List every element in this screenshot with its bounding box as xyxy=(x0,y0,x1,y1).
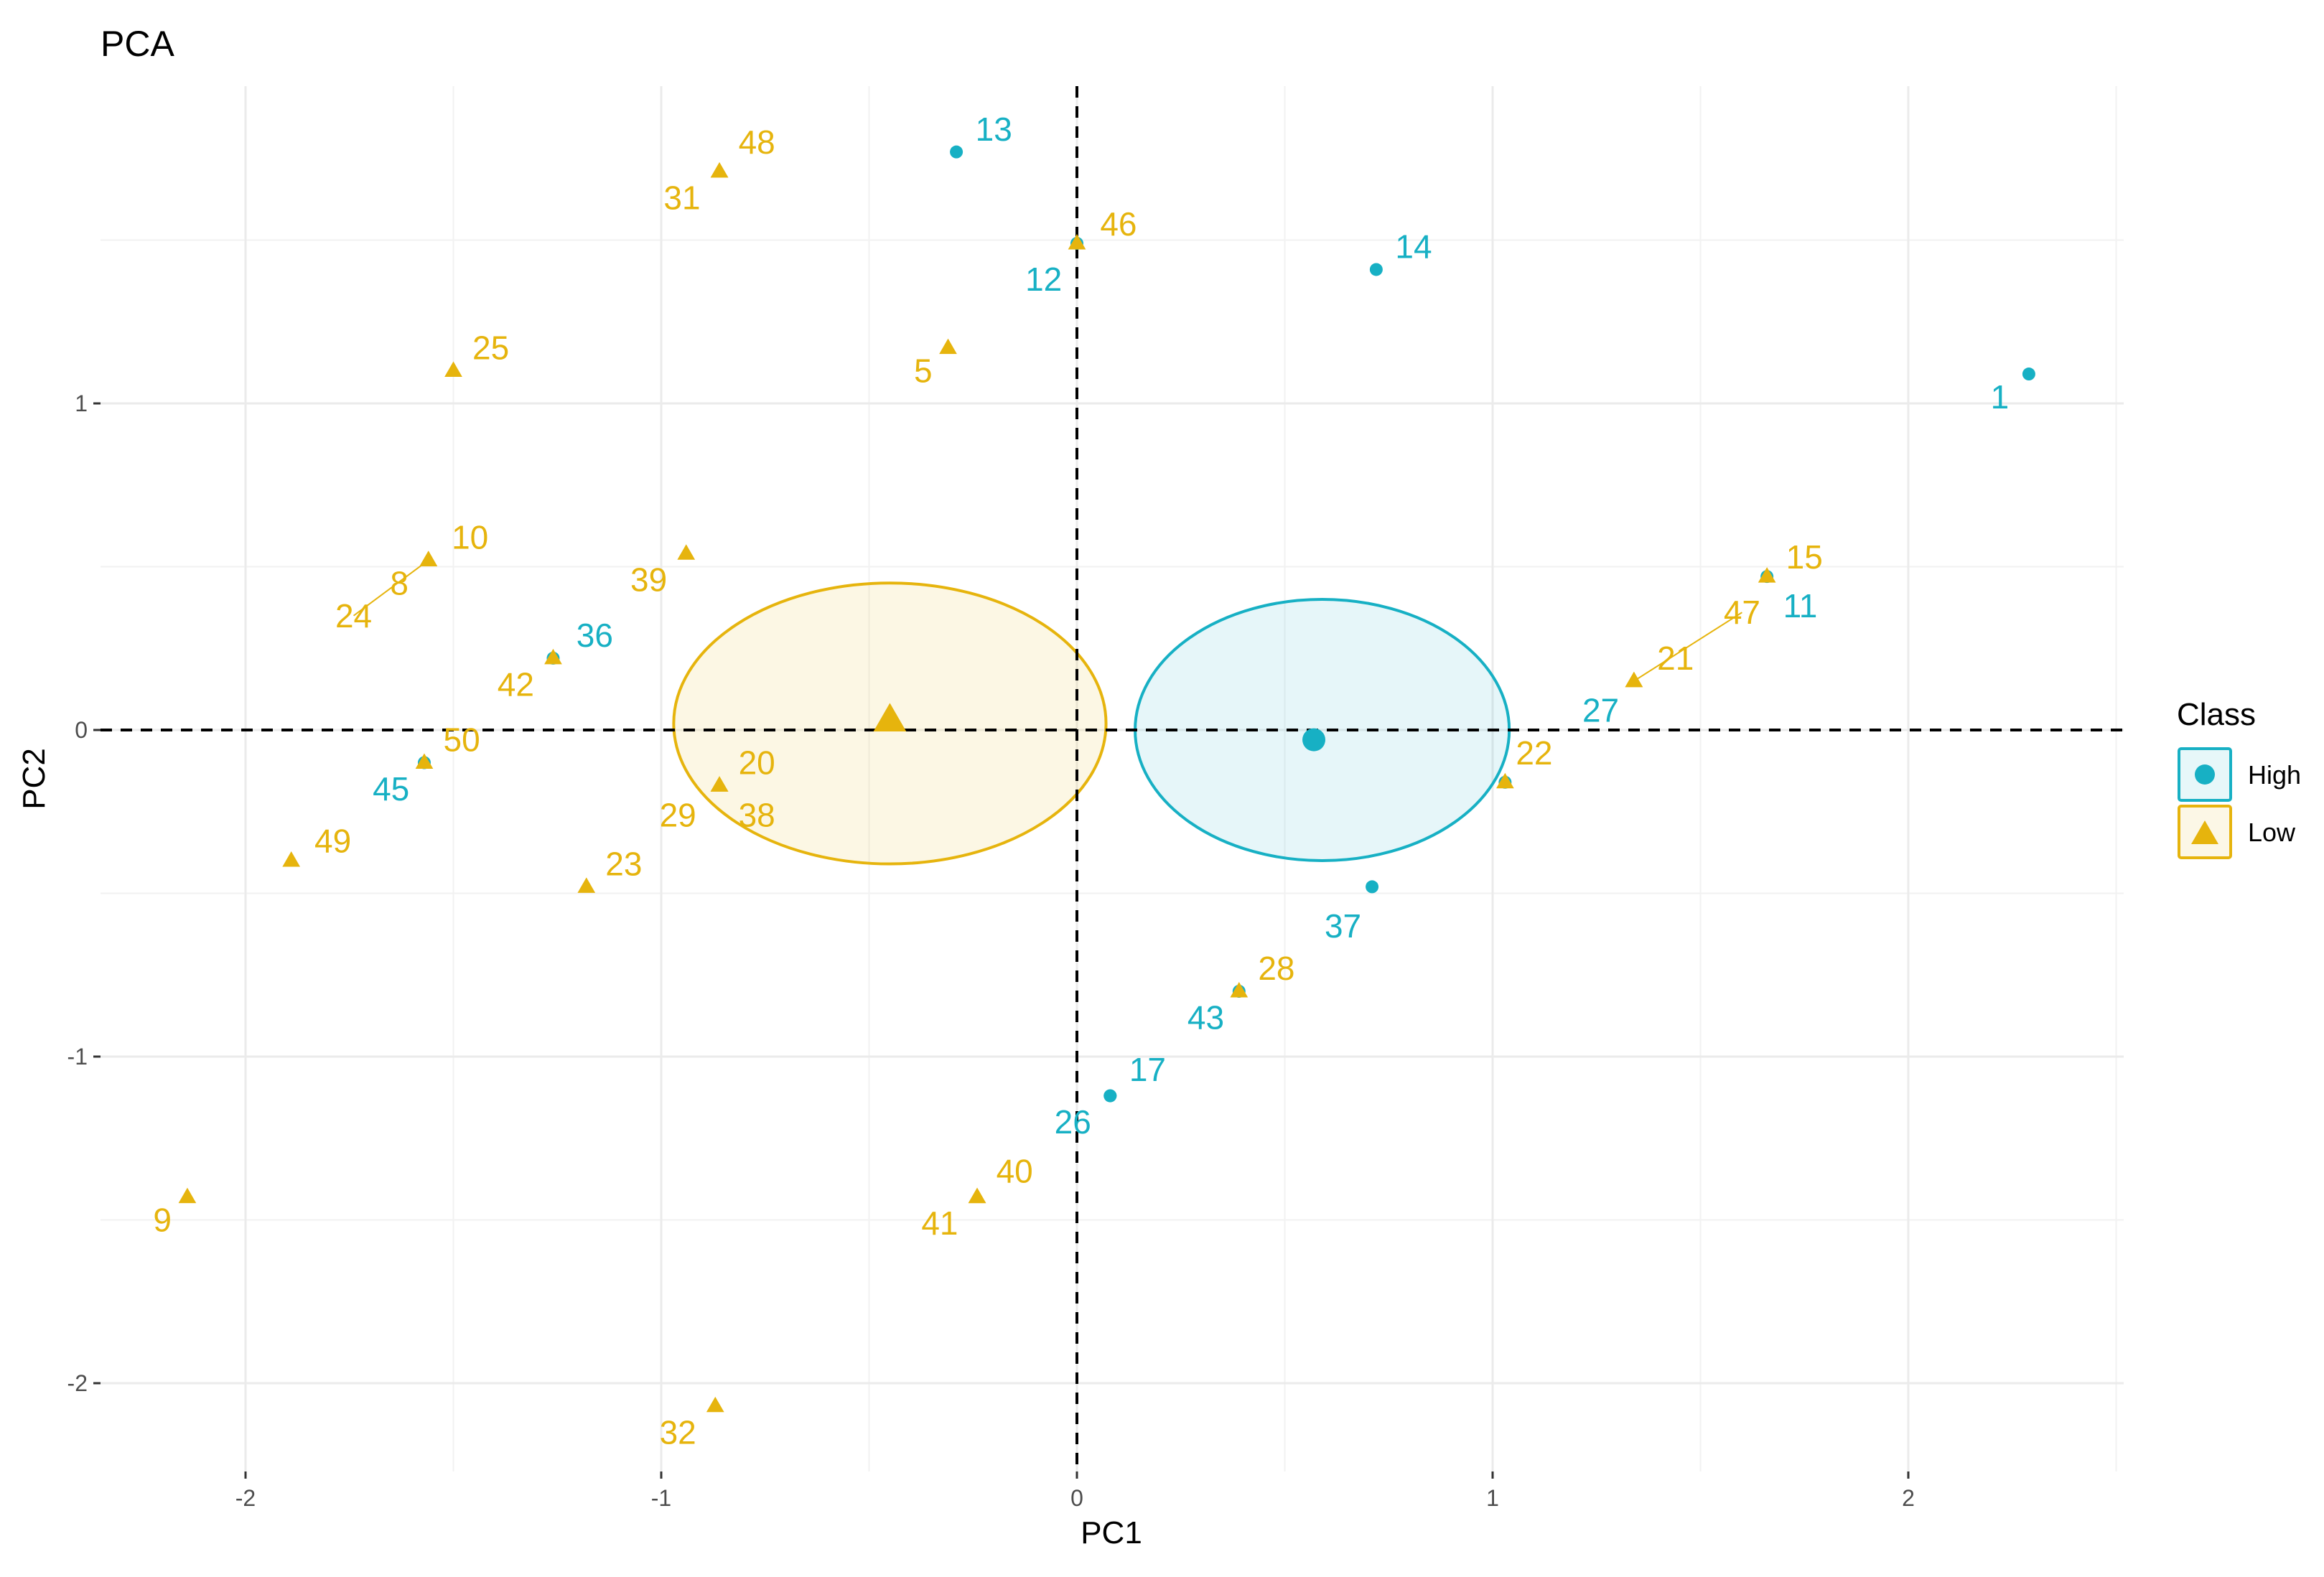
point-32 xyxy=(706,1396,724,1413)
point-31 xyxy=(710,162,729,178)
point-5 xyxy=(939,338,957,355)
point-14 xyxy=(1369,263,1383,276)
legend: Class High Low xyxy=(2177,697,2301,859)
point-28 xyxy=(1230,982,1249,998)
point-37 xyxy=(1366,880,1379,894)
point-15 xyxy=(1758,567,1776,583)
y-tick-label: -1 xyxy=(67,1044,88,1070)
point-label-5: 5 xyxy=(914,352,933,390)
point-41 xyxy=(968,1187,986,1204)
y-tick-label: 1 xyxy=(75,390,88,416)
reference-lines xyxy=(101,86,2124,1471)
point-label-28: 28 xyxy=(1258,950,1294,987)
point-25 xyxy=(444,361,462,377)
point-label-1: 1 xyxy=(1991,378,2010,416)
point-label-13: 13 xyxy=(976,111,1012,148)
x-tick-label: 2 xyxy=(1902,1485,1915,1511)
label-leader-lines xyxy=(353,559,1742,682)
data-points xyxy=(178,145,2035,1413)
point-label-12: 12 xyxy=(1025,261,1062,298)
legend-symbol-triangle xyxy=(2191,820,2218,844)
x-tick-label: 1 xyxy=(1486,1485,1499,1511)
point-24 xyxy=(419,551,438,566)
point-label-36: 36 xyxy=(577,617,613,654)
point-label-41: 41 xyxy=(921,1204,958,1242)
legend-entries: High Low xyxy=(2178,747,2301,859)
point-label-29: 29 xyxy=(660,796,696,833)
point-label-11: 11 xyxy=(1783,587,1818,624)
point-label-46: 46 xyxy=(1100,205,1137,243)
point-label-24: 24 xyxy=(335,597,372,635)
x-tick-label: -2 xyxy=(235,1485,256,1511)
legend-label-low: Low xyxy=(2248,818,2296,847)
point-label-49: 49 xyxy=(314,823,351,860)
point-label-50: 50 xyxy=(443,721,480,759)
point-label-43: 43 xyxy=(1187,998,1224,1036)
legend-label-high: High xyxy=(2248,760,2301,790)
legend-symbol-circle xyxy=(2195,764,2215,785)
point-label-47: 47 xyxy=(1724,594,1760,631)
point-label-23: 23 xyxy=(605,846,642,883)
point-label-31: 31 xyxy=(663,179,700,216)
y-tick-label: 0 xyxy=(75,717,88,743)
point-label-10: 10 xyxy=(452,519,488,556)
point-13 xyxy=(950,145,963,159)
point-label-22: 22 xyxy=(1516,734,1552,772)
point-labels: 1 13 14 12 11 27 36 45 37 43 17 26 48 31 46 5 25 10 8 24 39 1… xyxy=(153,111,2009,1451)
point-label-26: 26 xyxy=(1055,1103,1091,1141)
point-label-42: 42 xyxy=(498,665,534,703)
y-axis-ticks: -2 -1 0 1 xyxy=(67,390,101,1396)
point-1 xyxy=(2022,368,2035,381)
point-label-39: 39 xyxy=(630,561,667,599)
x-axis-ticks: -2 -1 0 1 2 xyxy=(235,1471,1915,1511)
point-label-15: 15 xyxy=(1786,538,1823,576)
grid-minor xyxy=(101,86,2124,1471)
point-21 xyxy=(1625,671,1643,688)
point-23 xyxy=(577,877,596,893)
point-label-20: 20 xyxy=(739,744,775,782)
centroids xyxy=(873,703,1326,752)
point-label-38: 38 xyxy=(739,796,775,833)
x-axis-title: PC1 xyxy=(1081,1515,1142,1550)
point-label-21: 21 xyxy=(1657,640,1694,677)
point-26 xyxy=(1103,1089,1117,1103)
y-tick-label: -2 xyxy=(67,1370,88,1396)
point-38 xyxy=(710,776,729,792)
point-9 xyxy=(178,1187,197,1204)
leader-line-24 xyxy=(353,559,429,617)
point-22 xyxy=(1496,772,1514,789)
point-label-17: 17 xyxy=(1129,1051,1166,1088)
point-label-45: 45 xyxy=(373,770,409,808)
x-tick-label: 0 xyxy=(1070,1485,1083,1511)
leader-line-47 xyxy=(1633,612,1742,682)
point-label-48: 48 xyxy=(739,123,775,161)
point-label-14: 14 xyxy=(1395,228,1432,266)
point-49 xyxy=(282,851,301,867)
point-42 xyxy=(544,648,562,665)
y-axis-title: PC2 xyxy=(17,748,52,810)
point-39 xyxy=(677,544,696,560)
chart-title: PCA xyxy=(101,24,174,64)
point-46 xyxy=(1068,234,1086,250)
point-label-32: 32 xyxy=(660,1413,696,1451)
point-50 xyxy=(415,753,434,769)
centroid-high xyxy=(1302,728,1326,752)
point-label-27: 27 xyxy=(1582,692,1619,729)
point-label-8: 8 xyxy=(390,564,409,602)
grid-major xyxy=(101,86,2124,1471)
point-label-9: 9 xyxy=(153,1202,172,1239)
point-label-40: 40 xyxy=(997,1152,1033,1189)
x-tick-label: -1 xyxy=(651,1485,671,1511)
centroid-low xyxy=(873,703,907,731)
point-label-25: 25 xyxy=(472,329,509,367)
legend-title: Class xyxy=(2177,697,2256,732)
point-label-37: 37 xyxy=(1325,907,1361,945)
